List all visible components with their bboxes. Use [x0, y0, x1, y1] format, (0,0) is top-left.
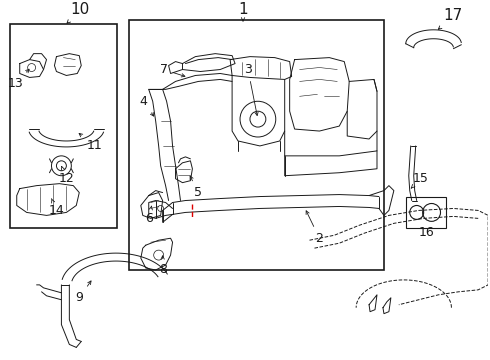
Text: 12: 12: [58, 167, 74, 185]
Text: 1: 1: [238, 3, 248, 21]
Bar: [10, 24, 117, 228]
Text: 8: 8: [159, 256, 167, 276]
Text: 10: 10: [67, 3, 90, 23]
Text: 13: 13: [8, 69, 29, 90]
Text: 4: 4: [140, 95, 154, 116]
Text: 11: 11: [79, 134, 102, 152]
Text: 14: 14: [49, 199, 64, 217]
Text: 2: 2: [306, 211, 323, 245]
Bar: [129, 20, 384, 270]
Text: 15: 15: [411, 172, 429, 188]
Text: 7: 7: [160, 63, 185, 77]
Text: 6: 6: [145, 206, 153, 225]
Text: 5: 5: [190, 176, 202, 199]
Text: 16: 16: [419, 226, 435, 239]
Bar: [406, 197, 446, 228]
Text: 3: 3: [244, 63, 258, 116]
Text: 17: 17: [439, 8, 463, 30]
Text: 9: 9: [75, 281, 91, 304]
